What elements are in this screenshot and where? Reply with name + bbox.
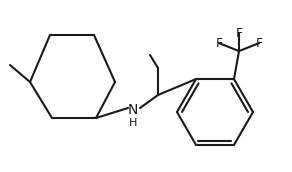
Text: F: F xyxy=(215,37,223,50)
Text: F: F xyxy=(256,37,263,50)
Text: H: H xyxy=(129,118,137,128)
Text: N: N xyxy=(128,103,138,117)
Text: F: F xyxy=(235,27,243,40)
